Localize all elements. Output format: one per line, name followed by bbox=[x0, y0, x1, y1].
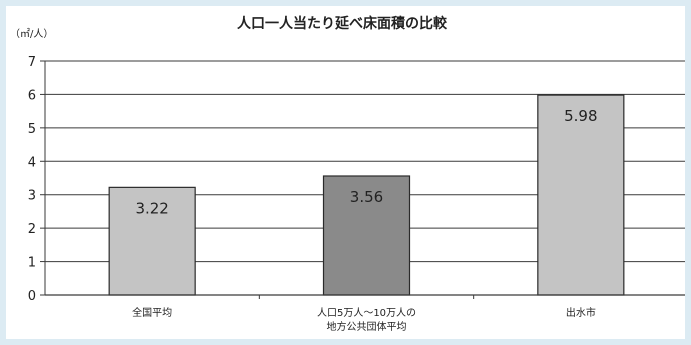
bar bbox=[108, 186, 196, 296]
y-tick-label: 5 bbox=[28, 122, 36, 137]
y-tick-label: 1 bbox=[28, 256, 36, 271]
y-tick-label: 7 bbox=[28, 55, 36, 70]
x-category-label-line: 地方公共団体平均 bbox=[327, 320, 407, 333]
y-tick-label: 3 bbox=[28, 189, 36, 204]
x-category-label: 人口5万人～10万人の地方公共団体平均 bbox=[317, 307, 416, 333]
x-category-label-line: 全国平均 bbox=[132, 306, 172, 319]
data-label: 5.98 bbox=[564, 107, 597, 125]
data-label: 3.56 bbox=[350, 188, 383, 206]
bar bbox=[322, 175, 411, 296]
x-category-label-line: 出水市 bbox=[566, 306, 596, 319]
x-category-label-line: 人口5万人～10万人の bbox=[317, 307, 416, 319]
axes bbox=[40, 60, 688, 299]
labels: 0 1 2 3 4 5 6 7 3.22 全国平均 3.56 人口5万人～10万人の地方公共団体平均 5… bbox=[28, 55, 598, 333]
y-tick-label: 0 bbox=[28, 289, 36, 304]
y-axis-unit-label: （㎡/人） bbox=[10, 28, 53, 40]
y-tick-label: 4 bbox=[28, 155, 36, 170]
chart-title: 人口一人当たり延べ床面積の比較 bbox=[237, 15, 448, 32]
y-tick-label: 6 bbox=[28, 88, 36, 103]
x-category-label: 出水市 bbox=[566, 306, 596, 319]
y-tick-label: 2 bbox=[28, 222, 36, 237]
data-label: 3.22 bbox=[135, 199, 168, 217]
x-category-label: 全国平均 bbox=[132, 306, 172, 319]
